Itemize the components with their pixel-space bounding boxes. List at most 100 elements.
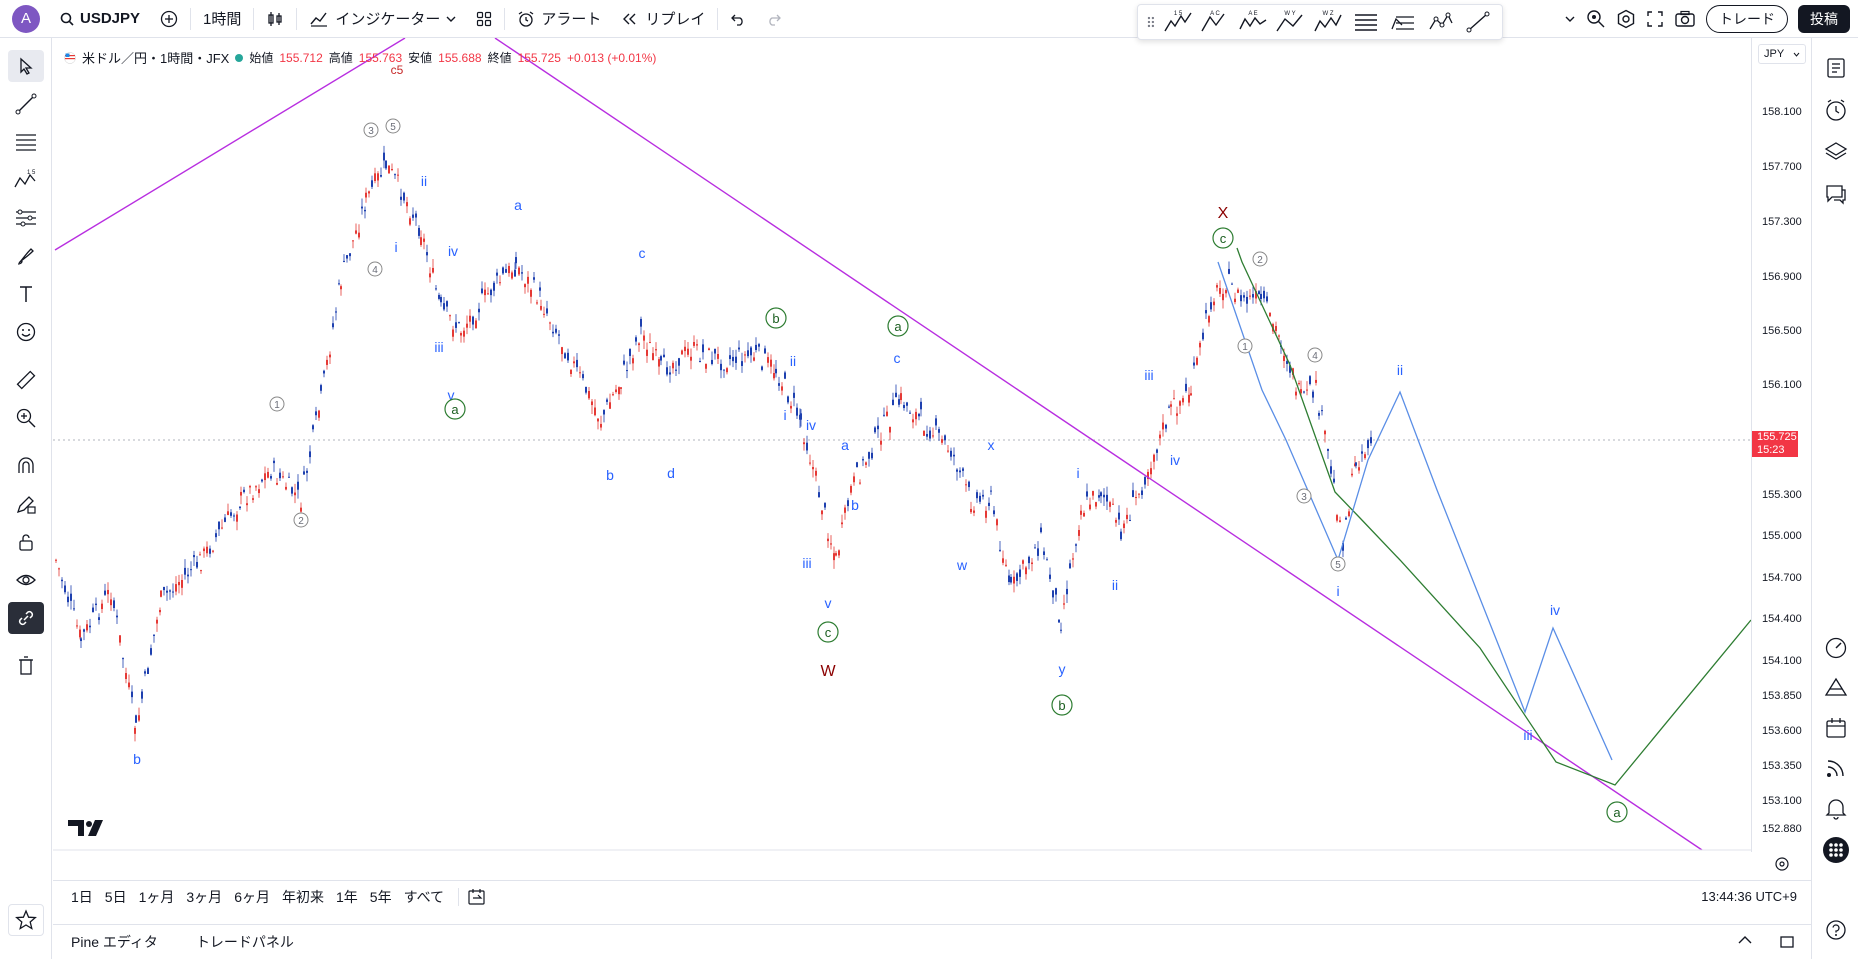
cursor-tool[interactable]	[8, 50, 44, 82]
symbol-search-button[interactable]: USDJPY	[50, 0, 150, 38]
tab-pine-editor[interactable]: Pine エディタ	[71, 934, 158, 950]
sync-drawings-tool[interactable]	[8, 602, 44, 634]
zoom-tool[interactable]	[8, 402, 44, 434]
layout-templates-button[interactable]	[466, 0, 502, 38]
help-button[interactable]	[1819, 914, 1853, 946]
candle-body	[128, 682, 130, 688]
publish-button[interactable]: 投稿	[1798, 5, 1850, 33]
range-button[interactable]: すべて	[403, 888, 445, 905]
quick-search-icon[interactable]	[1586, 9, 1606, 29]
price-chart[interactable]: b ii i iv iii v a c b d ii i iv iii v a …	[53, 38, 1751, 852]
candle-body	[877, 425, 879, 430]
svg-text:1 5: 1 5	[27, 170, 36, 176]
candle-body	[377, 173, 379, 181]
alert-button[interactable]: アラート	[507, 0, 611, 38]
tradingview-logo[interactable]	[68, 820, 103, 836]
candle-body	[1115, 519, 1117, 523]
pattern-tool[interactable]	[1425, 8, 1457, 36]
measure-tool[interactable]	[8, 364, 44, 396]
range-button[interactable]: 5日	[104, 888, 127, 905]
watchlist-button[interactable]	[1819, 52, 1853, 84]
wave-triple-combo-icon: W Z	[1314, 11, 1342, 32]
chats-button[interactable]	[1819, 178, 1853, 210]
trendline-tool[interactable]	[1462, 8, 1494, 36]
chevron-down-icon[interactable]	[1564, 15, 1576, 23]
compare-button[interactable]	[150, 0, 188, 38]
emoji-tool[interactable]	[8, 316, 44, 348]
channel-line-main[interactable]	[494, 38, 1703, 851]
candle-body	[895, 392, 897, 398]
range-button[interactable]: 5年	[369, 888, 392, 905]
fib-tool[interactable]	[1350, 8, 1382, 36]
chart-type-button[interactable]	[256, 0, 294, 38]
indicators-button[interactable]: インジケーター	[299, 0, 466, 38]
user-avatar[interactable]: A	[12, 4, 40, 33]
calendar-button[interactable]	[1819, 712, 1853, 744]
triangle-wave-tool[interactable]: A E	[1237, 8, 1269, 36]
candle-body	[166, 590, 168, 593]
magnet-tool[interactable]	[8, 450, 44, 482]
range-button[interactable]: 1日	[71, 888, 93, 905]
notifications-button[interactable]	[1819, 792, 1853, 824]
candle-body	[1185, 383, 1187, 391]
ideas-button[interactable]	[1819, 672, 1853, 704]
fullscreen-icon[interactable]	[1646, 10, 1664, 28]
forecast-tool[interactable]	[8, 202, 44, 234]
goto-date-icon[interactable]	[467, 888, 487, 906]
trade-button[interactable]: トレード	[1706, 5, 1788, 33]
candle-body	[956, 469, 958, 472]
correction-wave-tool[interactable]: A C	[1199, 8, 1231, 36]
hide-drawings-tool[interactable]	[8, 564, 44, 596]
lock-drawings-tool[interactable]	[8, 526, 44, 558]
replay-button[interactable]: リプレイ	[611, 0, 715, 38]
candle-body	[892, 399, 894, 405]
gear-icon[interactable]	[1616, 9, 1636, 29]
currency-selector[interactable]: JPY	[1758, 44, 1806, 64]
tab-trade-panel[interactable]: トレードパネル	[195, 934, 294, 950]
fib-extension-tool[interactable]	[1387, 8, 1419, 36]
triple-combo-wave-tool[interactable]: W Z	[1312, 8, 1344, 36]
brush-tool[interactable]	[8, 240, 44, 272]
price-tick-label: 155.000	[1762, 530, 1802, 542]
candle-body	[920, 401, 922, 410]
candle-body	[61, 579, 63, 582]
layers-button[interactable]	[1819, 136, 1853, 168]
drag-handle-icon[interactable]	[1146, 14, 1156, 30]
technicals-button[interactable]	[1819, 632, 1853, 664]
range-button[interactable]: 6ヶ月	[234, 888, 270, 905]
projection-path-blue[interactable]	[1217, 261, 1613, 761]
interval-button[interactable]: 1時間	[193, 0, 251, 38]
range-button[interactable]: 年初来	[281, 888, 324, 905]
text-tool[interactable]	[8, 278, 44, 310]
news-button[interactable]	[1819, 752, 1853, 784]
camera-icon[interactable]	[1674, 10, 1696, 28]
remove-drawings-tool[interactable]	[8, 650, 44, 682]
clock-display[interactable]: 13:44:36 UTC+9	[1701, 889, 1797, 904]
range-button[interactable]: 1ヶ月	[138, 888, 175, 905]
undo-button[interactable]	[720, 0, 756, 38]
apps-button[interactable]	[1819, 834, 1853, 866]
projection-path-green[interactable]	[1236, 247, 1751, 786]
candle-body	[1126, 514, 1128, 520]
favorites-tool[interactable]	[8, 904, 44, 936]
axis-settings-icon[interactable]	[1774, 856, 1790, 872]
maximize-panel-icon[interactable]	[1779, 935, 1795, 949]
candle-body	[1324, 430, 1326, 435]
range-button[interactable]: 3ヶ月	[186, 888, 223, 905]
double-combo-wave-tool[interactable]: W Y	[1275, 8, 1307, 36]
impulse-wave-tool[interactable]: 1 5	[1162, 8, 1194, 36]
candle-body	[796, 407, 798, 416]
pattern-tool[interactable]: 1 5	[8, 164, 44, 196]
range-button[interactable]: 1年	[335, 888, 358, 905]
candle-body	[979, 495, 981, 502]
candle-body	[880, 440, 882, 445]
chevron-up-icon[interactable]	[1737, 935, 1753, 945]
price-axis[interactable]: JPY 158.100 157.700 157.300 156.900 156.500 1…	[1751, 38, 1811, 871]
trendline-tool[interactable]	[8, 88, 44, 120]
stay-drawing-tool[interactable]	[8, 488, 44, 520]
alerts-panel-button[interactable]	[1819, 94, 1853, 126]
redo-button[interactable]	[756, 0, 792, 38]
wave-tool-label: A C	[1210, 11, 1220, 17]
channel-line-left[interactable]	[54, 38, 406, 251]
fib-retracement-tool[interactable]	[8, 126, 44, 158]
